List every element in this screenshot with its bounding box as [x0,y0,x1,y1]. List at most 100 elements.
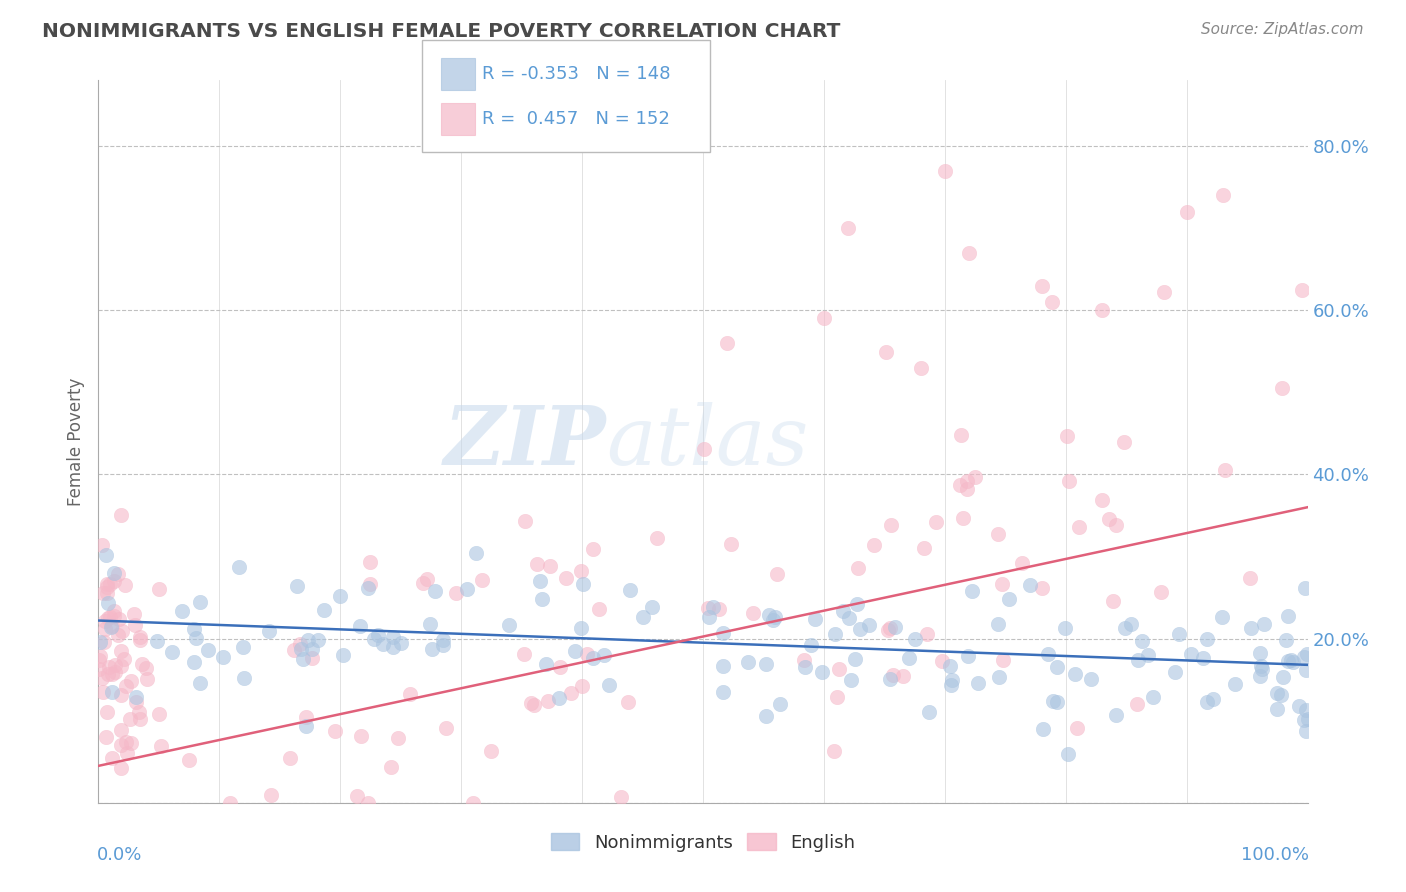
Point [824,627,846,641]
Point [711,625,734,640]
Point [162,644,184,658]
Point [456,582,478,596]
Point [332,648,354,662]
Point [359,577,381,591]
Point [1091,303,1114,318]
Point [307,633,329,648]
Point [136,672,159,686]
Text: ZIP: ZIP [444,401,606,482]
Point [529,574,551,588]
Point [1212,188,1234,202]
Point [87,653,110,667]
Point [711,658,734,673]
Point [693,442,716,457]
Point [89,634,111,648]
Point [737,655,759,669]
Point [108,612,131,626]
Point [1066,721,1088,735]
Point [1275,633,1298,648]
Point [382,640,405,654]
Point [89,648,111,663]
Point [548,660,571,674]
Point [697,610,720,624]
Point [1277,654,1299,668]
Point [188,595,211,609]
Point [564,643,586,657]
Point [707,602,730,616]
Point [259,624,281,638]
Point [412,575,434,590]
Point [389,636,412,650]
Point [120,674,142,689]
Point [498,617,520,632]
Point [1211,609,1233,624]
Point [382,630,405,644]
Point [110,508,132,523]
Point [858,618,880,632]
Point [879,672,901,686]
Point [197,643,219,657]
Point [1057,474,1080,488]
Text: R = -0.353   N = 148: R = -0.353 N = 148 [482,65,671,83]
Point [124,695,146,709]
Point [956,648,979,663]
Point [1294,713,1316,727]
Point [97,667,120,681]
Point [839,673,862,687]
Point [111,624,134,638]
Point [880,518,903,533]
Point [90,671,112,685]
Point [582,542,605,557]
Point [962,583,984,598]
Point [101,685,124,699]
Point [1295,724,1317,739]
Point [112,652,135,666]
Point [810,665,832,679]
Point [1038,647,1060,661]
Point [91,538,114,552]
Point [884,620,907,634]
Point [1011,557,1033,571]
Point [1296,712,1319,726]
Point [124,617,146,632]
Point [1114,621,1136,635]
Point [98,577,121,591]
Point [291,652,314,666]
Point [1032,723,1054,737]
Point [110,738,132,752]
Point [91,586,114,600]
Point [104,665,127,679]
Text: atlas: atlas [606,401,808,482]
Text: NONIMMIGRANTS VS ENGLISH FEMALE POVERTY CORRELATION CHART: NONIMMIGRANTS VS ENGLISH FEMALE POVERTY … [42,22,841,41]
Point [1195,695,1218,709]
Point [758,607,780,622]
Point [941,673,963,687]
Point [297,632,319,647]
Point [939,678,962,692]
Point [420,642,443,657]
Point [575,647,598,661]
Point [93,634,115,648]
Point [1213,463,1236,477]
Point [128,706,150,720]
Point [232,640,254,655]
Point [183,623,205,637]
Point [793,653,815,667]
Point [301,650,323,665]
Point [769,697,792,711]
Point [363,632,385,647]
Point [957,245,980,260]
Point [148,707,170,722]
Text: 100.0%: 100.0% [1240,847,1309,864]
Point [555,571,578,585]
Point [645,531,668,545]
Point [1102,594,1125,608]
Text: Source: ZipAtlas.com: Source: ZipAtlas.com [1201,22,1364,37]
Point [232,671,254,685]
Point [955,482,977,496]
Point [991,653,1014,667]
Point [399,687,422,701]
Point [837,221,859,235]
Point [177,753,200,767]
Point [696,601,718,615]
